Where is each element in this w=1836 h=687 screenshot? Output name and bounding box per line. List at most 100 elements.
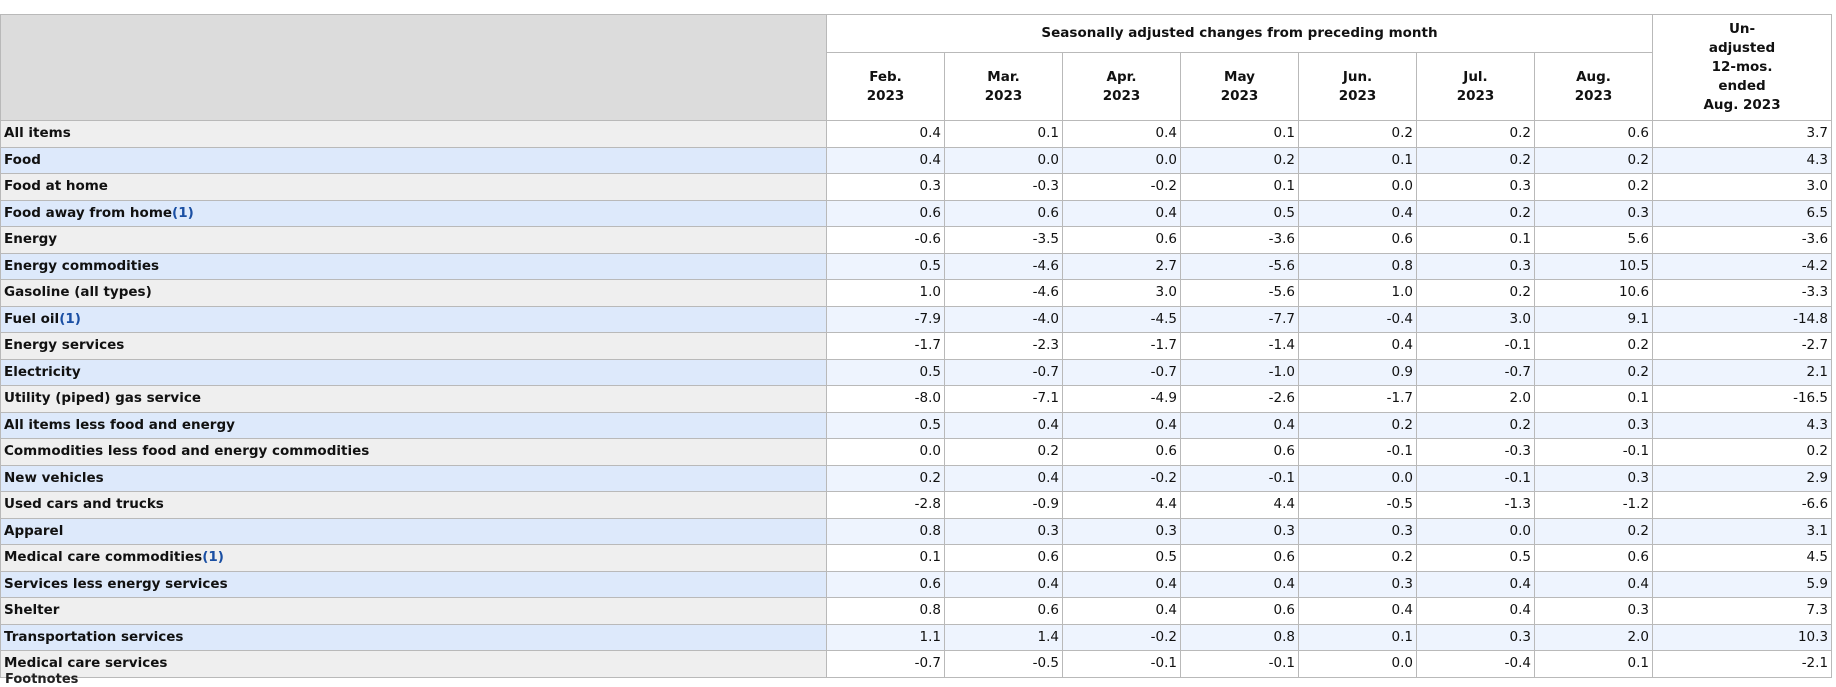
value-cell: -0.2 xyxy=(1062,173,1181,201)
value-cell: 0.0 xyxy=(1062,146,1181,174)
table-row: All items 0.4 0.1 0.4 0.1 0.2 0.2 0.6 3.7 xyxy=(0,120,1833,148)
value-cell: 0.4 xyxy=(1062,411,1181,439)
value-cell: 1.4 xyxy=(944,623,1063,651)
row-label-text: New vehicles xyxy=(4,469,104,486)
value-cell: 0.1 xyxy=(826,544,945,572)
value-cell: 0.4 xyxy=(1180,411,1299,439)
value-cell: 0.0 xyxy=(1416,517,1535,545)
value-cell: -4.2 xyxy=(1652,252,1833,280)
value-cell: -3.6 xyxy=(1180,226,1299,254)
header-month-year: 2023 xyxy=(1102,87,1141,104)
row-label: Energy xyxy=(0,226,827,254)
row-label-text: Medical care services xyxy=(4,655,168,672)
value-cell: -4.0 xyxy=(944,305,1063,333)
value-cell: -0.1 xyxy=(1180,464,1299,492)
value-cell: 0.4 xyxy=(1416,597,1535,625)
value-cell: 0.6 xyxy=(1533,544,1654,572)
value-cell: 0.5 xyxy=(1416,544,1535,572)
value-cell: 0.6 xyxy=(1062,226,1181,254)
footnote-link[interactable]: (1) xyxy=(172,204,194,221)
footnote-link[interactable]: (1) xyxy=(59,310,81,327)
row-label-text: Food xyxy=(4,151,41,168)
table-row: Medical care services -0.7 -0.5 -0.1 -0.1 0.0… xyxy=(0,650,1833,678)
value-cell: -2.1 xyxy=(1652,650,1833,678)
table-body: All items 0.4 0.1 0.4 0.1 0.2 0.2 0.6 3.7 Food 0.4… xyxy=(0,120,1833,678)
value-cell: 3.0 xyxy=(1062,279,1181,307)
value-cell: -1.7 xyxy=(1062,332,1181,360)
value-cell: 0.4 xyxy=(1180,570,1299,598)
value-cell: 0.6 xyxy=(944,544,1063,572)
row-label-text: Services less energy services xyxy=(4,575,228,592)
value-cell: 0.4 xyxy=(944,464,1063,492)
value-cell: -0.4 xyxy=(1416,650,1535,678)
header-month-name: Jul. xyxy=(1463,68,1488,85)
value-cell: 0.2 xyxy=(1533,517,1654,545)
header-month-year: 2023 xyxy=(984,87,1023,104)
header-month-name: Feb. xyxy=(869,68,902,85)
value-cell: 0.4 xyxy=(1533,570,1654,598)
row-label-text: Energy services xyxy=(4,337,125,354)
cpi-changes-table: Seasonally adjusted changes from precedi… xyxy=(0,14,1833,678)
header-month-year: 2023 xyxy=(866,87,905,104)
value-cell: -0.1 xyxy=(1298,438,1417,466)
value-cell: 0.5 xyxy=(826,358,945,386)
header-month: Jun. 2023 xyxy=(1298,52,1417,121)
table-row: All items less food and energy 0.5 0.4 0.4 0… xyxy=(0,411,1833,439)
table-row: Fuel oil(1) -7.9 -4.0 -4.5 -7.7 -0.4 3.0 9.1 -14… xyxy=(0,305,1833,333)
value-cell: 0.9 xyxy=(1298,358,1417,386)
value-cell: 0.3 xyxy=(1533,464,1654,492)
value-cell: 1.0 xyxy=(1298,279,1417,307)
value-cell: -0.7 xyxy=(1416,358,1535,386)
value-cell: 0.1 xyxy=(1180,120,1299,148)
value-cell: -0.1 xyxy=(1533,438,1654,466)
value-cell: -7.7 xyxy=(1180,305,1299,333)
value-cell: 0.5 xyxy=(826,252,945,280)
value-cell: 0.6 xyxy=(1533,120,1654,148)
table-row: Apparel 0.8 0.3 0.3 0.3 0.3 0.0 0.2 3.1 xyxy=(0,517,1833,545)
header-month-name: Aug. xyxy=(1576,68,1611,85)
value-cell: 0.4 xyxy=(1298,199,1417,227)
value-cell: -5.6 xyxy=(1180,252,1299,280)
table-row: Utility (piped) gas service -8.0 -7.1 -4.9-… xyxy=(0,385,1833,413)
value-cell: 10.6 xyxy=(1533,279,1654,307)
value-cell: 4.4 xyxy=(1062,491,1181,519)
value-cell: 0.0 xyxy=(1298,650,1417,678)
value-cell: -2.8 xyxy=(826,491,945,519)
value-cell: -2.7 xyxy=(1652,332,1833,360)
row-label: Medical care commodities(1) xyxy=(0,544,827,572)
value-cell: -3.6 xyxy=(1652,226,1833,254)
value-cell: -0.1 xyxy=(1180,650,1299,678)
value-cell: 0.3 xyxy=(1533,411,1654,439)
table-row: Services less energy services 0.6 0.4 0.4 0.… xyxy=(0,570,1833,598)
row-label: Food xyxy=(0,146,827,174)
header-unadjusted-line: Un- xyxy=(1728,21,1756,37)
value-cell: 0.2 xyxy=(1533,358,1654,386)
row-label-text: Used cars and trucks xyxy=(4,496,164,513)
value-cell: -1.7 xyxy=(826,332,945,360)
value-cell: 0.2 xyxy=(1416,120,1535,148)
value-cell: -1.0 xyxy=(1180,358,1299,386)
row-label-text: Food away from home xyxy=(4,204,173,221)
table-row: Energy services -1.7 -2.3 -1.7 -1.4 0.4 -0.1 0.… xyxy=(0,332,1833,360)
row-label: New vehicles xyxy=(0,464,827,492)
value-cell: -0.7 xyxy=(826,650,945,678)
value-cell: -1.2 xyxy=(1533,491,1654,519)
footnote-link[interactable]: (1) xyxy=(202,549,224,566)
value-cell: 0.4 xyxy=(1062,597,1181,625)
value-cell: -3.3 xyxy=(1652,279,1833,307)
header-month-year: 2023 xyxy=(1220,87,1259,104)
value-cell: 0.3 xyxy=(1298,570,1417,598)
table-row: Energy commodities 0.5 -4.6 2.7 -5.6 0.8 0.3 10… xyxy=(0,252,1833,280)
row-label-text: Energy commodities xyxy=(4,257,160,274)
header-month-name: Mar. xyxy=(987,68,1020,85)
row-label-text: Utility (piped) gas service xyxy=(4,390,202,407)
value-cell: 0.2 xyxy=(1533,146,1654,174)
row-label: Gasoline (all types) xyxy=(0,279,827,307)
row-label-text: Food at home xyxy=(4,178,108,195)
value-cell: 0.4 xyxy=(826,146,945,174)
value-cell: 7.3 xyxy=(1652,597,1833,625)
row-label: Medical care services xyxy=(0,650,827,678)
value-cell: -1.3 xyxy=(1416,491,1535,519)
table-row: Medical care commodities(1) 0.1 0.6 0.5 0.6 0… xyxy=(0,544,1833,572)
value-cell: -0.7 xyxy=(944,358,1063,386)
